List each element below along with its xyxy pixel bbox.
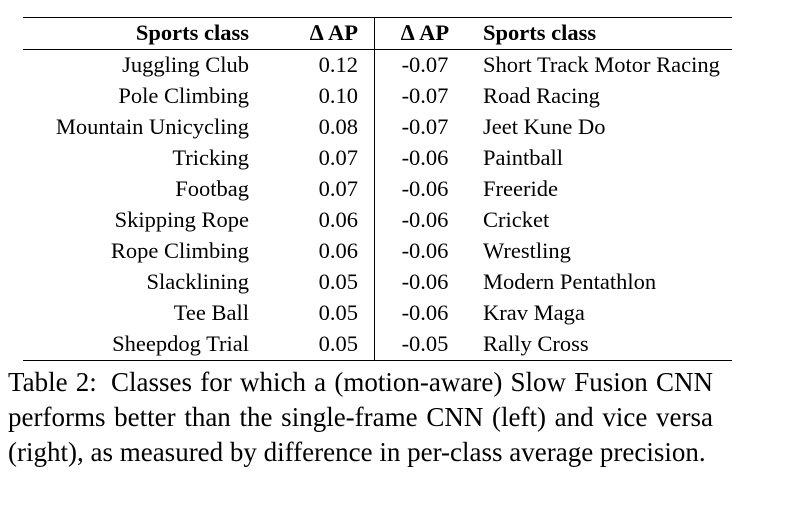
header-right-delta-ap: ∆ AP: [374, 17, 475, 50]
table-row: Tricking 0.07 -0.06 Paintball: [23, 143, 732, 174]
left-class-cell: Sheepdog Trial: [23, 329, 249, 361]
left-class-cell: Tee Ball: [173, 300, 249, 326]
right-ap-cell: -0.06: [401, 238, 449, 264]
table-row: Skipping Rope 0.06 -0.06 Cricket: [23, 205, 732, 236]
left-class-cell: Mountain Unicycling: [55, 114, 249, 140]
right-ap-cell: -0.07: [401, 83, 449, 109]
left-ap-cell: 0.05: [249, 329, 375, 361]
table-row: Tee Ball 0.05 -0.06 Krav Maga: [23, 298, 732, 329]
right-ap-cell: -0.06: [401, 207, 449, 233]
left-ap-cell: 0.07: [249, 143, 375, 174]
right-ap-cell: -0.06: [401, 269, 449, 295]
table-row: Footbag 0.07 -0.06 Freeride: [23, 174, 732, 205]
left-ap-cell: 0.12: [249, 49, 375, 81]
right-class-cell: Jeet Kune Do: [483, 114, 606, 140]
right-class-cell: Cricket: [483, 207, 550, 233]
table-row: Rope Climbing 0.06 -0.06 Wrestling: [23, 236, 732, 267]
left-class-cell: Footbag: [175, 176, 249, 202]
right-class-cell: Rally Cross: [475, 329, 732, 361]
right-class-cell: Road Racing: [483, 83, 600, 109]
right-class-cell: Krav Maga: [483, 300, 585, 326]
caption-text: Classes for which a (motion-aware) Slow …: [8, 367, 714, 467]
left-ap-cell: 0.06: [249, 205, 375, 236]
table-row: Juggling Club 0.12 -0.07 Short Track Mot…: [23, 49, 732, 81]
left-class-cell: Pole Climbing: [118, 83, 249, 109]
header-right-sports-class: Sports class: [475, 17, 732, 50]
right-ap-cell: -0.06: [401, 145, 449, 171]
left-ap-cell: 0.10: [249, 81, 375, 112]
left-class-cell: Skipping Rope: [114, 207, 249, 233]
left-class-cell: Slacklining: [146, 269, 250, 295]
left-ap-cell: 0.05: [249, 298, 375, 329]
right-ap-cell: -0.06: [401, 176, 449, 202]
caption-label: Table 2:: [8, 367, 97, 397]
left-ap-cell: 0.05: [249, 267, 375, 298]
right-class-cell: Freeride: [483, 176, 558, 202]
header-left-delta-ap: ∆ AP: [249, 17, 375, 50]
table-header: Sports class ∆ AP ∆ AP Sports class: [23, 17, 732, 50]
header-left-sports-class: Sports class: [23, 17, 249, 50]
table-row: Pole Climbing 0.10 -0.07 Road Racing: [23, 81, 732, 112]
right-class-cell: Short Track Motor Racing: [483, 52, 720, 78]
sports-class-ap-table: Sports class ∆ AP ∆ AP Sports class Jugg…: [23, 17, 732, 361]
right-ap-cell: -0.05: [374, 329, 475, 361]
table-row: Sheepdog Trial 0.05 -0.05 Rally Cross: [23, 329, 732, 361]
left-ap-cell: 0.07: [249, 174, 375, 205]
table-body: Juggling Club 0.12 -0.07 Short Track Mot…: [23, 49, 732, 361]
right-ap-cell: -0.07: [401, 52, 449, 78]
left-class-cell: Juggling Club: [122, 52, 249, 78]
table-header-row: Sports class ∆ AP ∆ AP Sports class: [23, 17, 732, 50]
left-class-cell: Tricking: [172, 145, 249, 171]
left-ap-cell: 0.08: [249, 112, 375, 143]
right-ap-cell: -0.07: [401, 114, 449, 140]
right-ap-cell: -0.06: [401, 300, 449, 326]
right-class-cell: Paintball: [483, 145, 563, 171]
table-row: Slacklining 0.05 -0.06 Modern Pentathlon: [23, 267, 732, 298]
right-class-cell: Wrestling: [483, 238, 571, 264]
table-row: Mountain Unicycling 0.08 -0.07 Jeet Kune…: [23, 112, 732, 143]
right-class-cell: Modern Pentathlon: [483, 269, 657, 295]
table-caption: Table 2: Classes for which a (motion-awa…: [8, 365, 713, 470]
left-class-cell: Rope Climbing: [110, 238, 249, 264]
left-ap-cell: 0.06: [249, 236, 375, 267]
